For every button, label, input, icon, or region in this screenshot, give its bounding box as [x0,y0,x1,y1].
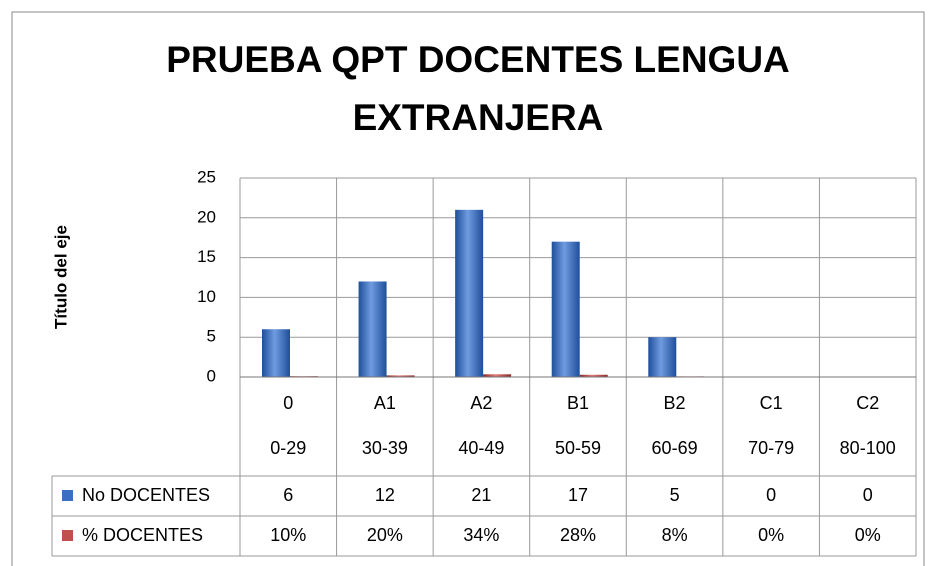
x-tick-label: B2 [664,393,686,413]
data-label: 34% [463,525,499,545]
x-tick-label: A1 [374,393,396,413]
data-label: 12 [375,485,395,505]
x-tick-label: 30-39 [362,438,408,458]
data-label: 8% [662,525,688,545]
x-tick-label: 50-59 [555,438,601,458]
y-tick-label: 25 [197,167,216,186]
data-label: 0 [766,485,776,505]
y-tick-label: 5 [207,327,216,346]
bar [579,374,608,377]
data-label: 6 [283,485,293,505]
data-label: 0% [855,525,881,545]
x-tick-label: 60-69 [652,438,698,458]
chart-border [11,11,925,566]
y-tick-label: 10 [197,287,216,306]
data-label: 0 [863,485,873,505]
data-label: 20% [367,525,403,545]
y-tick-label: 0 [207,366,216,385]
data-label: 10% [270,525,306,545]
x-tick-label: 80-100 [840,438,896,458]
data-label: 5 [670,485,680,505]
bar [648,337,677,377]
legend-key [62,490,73,501]
x-tick-label: 0 [283,393,293,413]
bar [262,329,290,377]
x-tick-label: 0-29 [270,438,306,458]
x-tick-label: 40-49 [458,438,504,458]
data-label: 0% [758,525,784,545]
y-tick-label: 15 [197,247,216,266]
legend-label: % DOCENTES [82,525,203,545]
data-label: 21 [471,485,491,505]
x-tick-label: C2 [856,393,879,413]
legend-label: No DOCENTES [82,485,210,505]
x-tick-label: B1 [567,393,589,413]
x-tick-label: A2 [470,393,492,413]
data-label: 28% [560,525,596,545]
chart-title: PRUEBA QPT DOCENTES LENGUA EXTRANJERA [166,39,790,138]
y-axis-label: Título del eje [51,225,70,329]
x-tick-label: 70-79 [748,438,794,458]
bar [358,281,387,377]
data-label: 17 [568,485,588,505]
bar [386,375,415,377]
x-tick-label: C1 [760,393,783,413]
y-tick-label: 20 [197,207,216,226]
bar [455,209,484,377]
bar [483,374,512,377]
bar [551,241,580,377]
legend-key [62,530,73,541]
